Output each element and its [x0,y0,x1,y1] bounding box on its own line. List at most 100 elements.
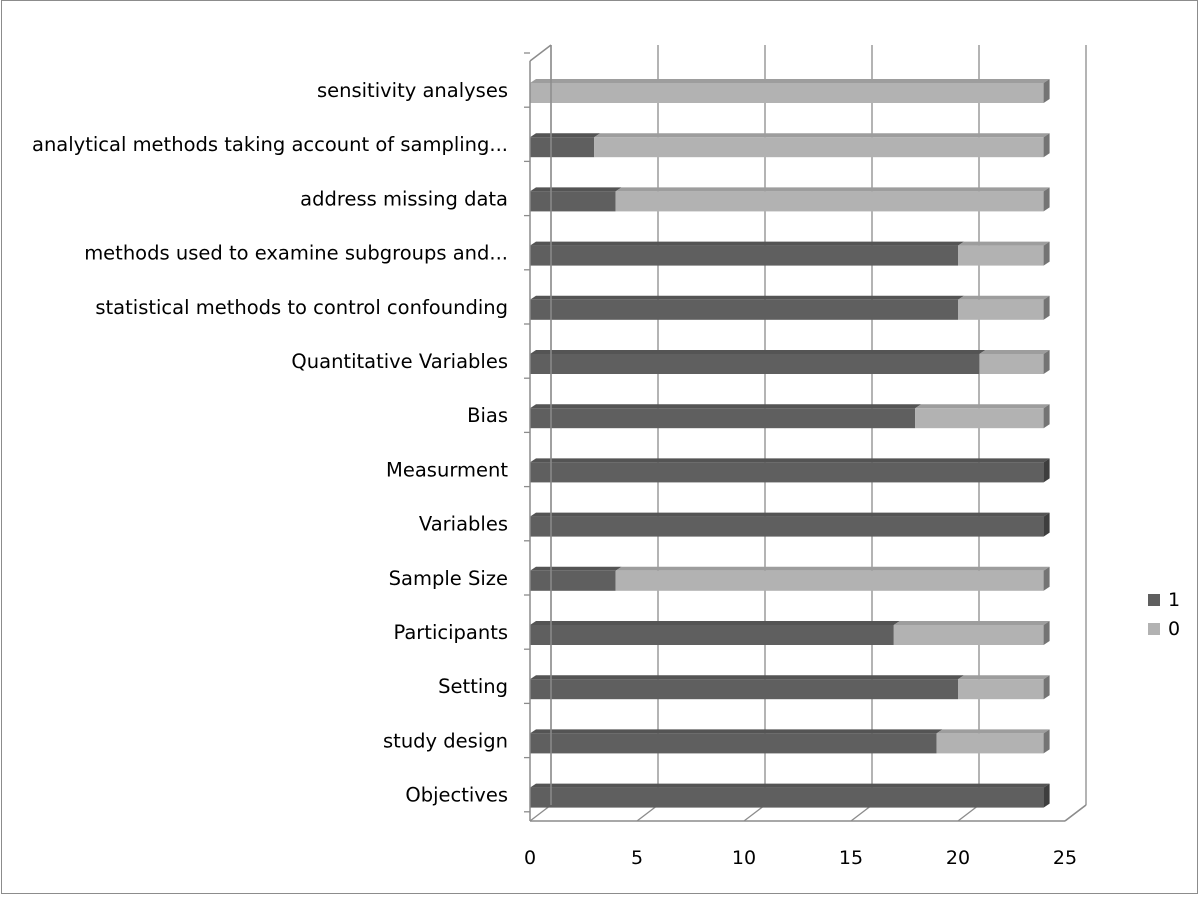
bar-end-cap-0 [1043,783,1050,808]
bar-0-1 [936,729,1050,754]
bar-0-2 [958,675,1050,700]
bar-front-face [530,137,595,158]
floor-slant-1 [636,804,659,822]
bar-front-face [530,245,958,266]
bar-top-face [936,729,1050,734]
category-label-2: Setting [438,675,508,698]
legend-swatch-0 [1148,623,1160,635]
bar-top-face [530,512,1050,517]
bar-end-cap-13 [1043,79,1050,103]
grid-layer [529,45,1087,822]
bar-top-face [530,241,964,246]
bar-top-face [530,404,922,409]
bar-front-face [530,570,616,591]
bar-1-4 [530,566,622,591]
bar-top-face [615,566,1050,571]
bar-front-face [530,408,916,429]
bar-end-cap-6 [1043,458,1050,483]
axis-layer [524,44,1087,822]
legend-label-1: 1 [1168,589,1180,611]
category-label-8: Quantitative Variables [291,350,508,373]
bar-front-face [530,733,937,754]
bar-front-face [530,191,616,212]
bar-1-7 [530,404,922,429]
bar-front-face [530,679,958,700]
bar-front-face [958,679,1044,700]
bar-front-face [530,516,1044,537]
category-label-12: analytical methods taking account of sam… [32,133,508,156]
category-label-4: Sample Size [389,567,508,590]
x-tick-label-2: 10 [732,847,756,869]
bar-0-12 [594,133,1050,158]
category-label-11: address missing data [300,187,508,210]
bar-top-face [979,350,1050,354]
legend-label-0: 0 [1168,618,1180,640]
x-tick-label-1: 5 [631,847,643,869]
bar-1-9 [530,295,964,320]
bar-top-face [915,404,1050,409]
bar-0-9 [958,295,1050,320]
bar-front-face [979,354,1044,374]
bar-1-2 [530,675,964,700]
bar-1-3 [530,621,900,645]
bars-layer [530,79,1050,808]
bar-end-cap-4 [1043,566,1050,591]
bar-front-face [594,137,1044,158]
bar-1-6 [530,458,1050,483]
bar-0-13 [530,79,1050,103]
floor-right-edge [1064,804,1087,822]
bar-top-face [530,295,964,300]
bar-end-cap-1 [1043,729,1050,754]
x-tick-label-0: 0 [524,847,536,869]
bar-top-face [530,350,986,354]
bar-top-face [958,295,1050,300]
bar-end-cap-2 [1043,675,1050,700]
bar-front-face [615,191,1044,212]
bar-top-face [530,79,1050,83]
bar-top-face [958,241,1050,246]
bar-1-1 [530,729,943,754]
bar-front-face [958,299,1044,320]
x-tick-label-3: 15 [839,847,863,869]
bar-end-cap-3 [1043,621,1050,645]
bar-0-10 [958,241,1050,266]
floor-slant-3 [850,804,873,822]
bar-1-8 [530,350,986,374]
category-label-0: Objectives [405,784,508,807]
bar-top-face [530,729,943,734]
bar-top-face [530,458,1050,463]
bar-front-face [530,462,1044,483]
category-label-5: Variables [419,513,508,536]
bar-0-7 [915,404,1050,429]
bar-top-face [530,783,1050,788]
bar-top-face [594,133,1050,138]
category-label-10: methods used to examine subgroups and... [84,242,508,265]
bar-top-face [958,675,1050,680]
bar-1-5 [530,512,1050,537]
bar-top-face [530,566,622,571]
bar-1-10 [530,241,964,266]
legend-swatch-1 [1148,594,1160,606]
bar-end-cap-11 [1043,187,1050,212]
bar-1-11 [530,187,622,212]
bar-top-face [530,621,900,625]
bar-front-face [530,83,1044,103]
category-label-1: study design [383,729,508,752]
category-label-3: Participants [393,621,508,644]
bar-top-face [615,187,1050,192]
bar-front-face [530,625,894,645]
bar-top-face [530,187,622,192]
bar-0-11 [615,187,1050,212]
x-tick-label-4: 20 [946,847,970,869]
bar-front-face [530,787,1044,808]
floor-slant-0 [529,804,552,822]
legend: 10 [1148,589,1180,640]
bar-front-face [530,354,980,374]
bar-front-face [615,570,1044,591]
bar-end-cap-8 [1043,350,1050,374]
floor-slant-4 [957,804,980,822]
floor-slant-2 [743,804,766,822]
bar-top-face [893,621,1050,625]
